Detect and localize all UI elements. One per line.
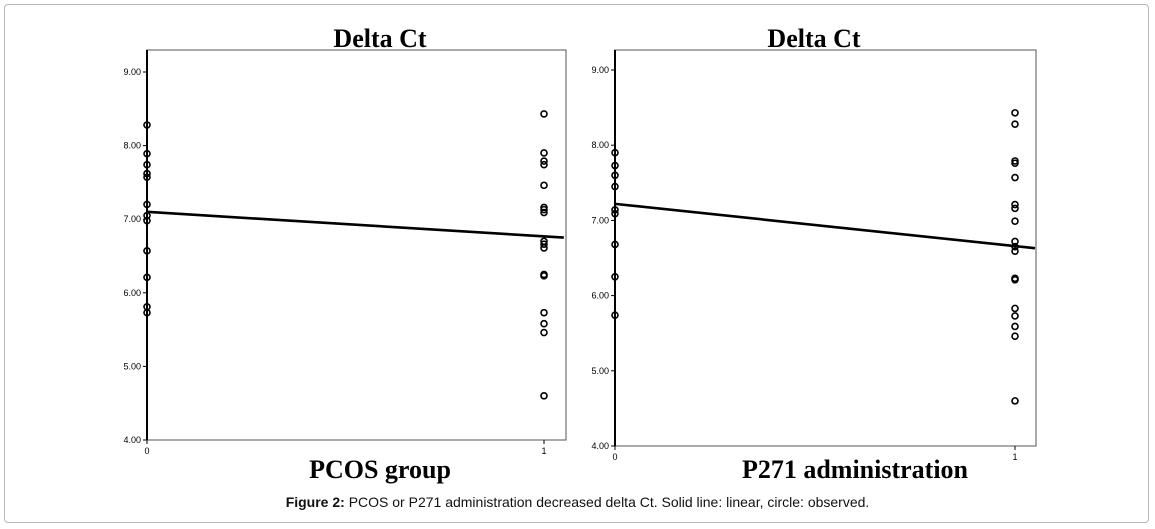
observed-point (143, 149, 151, 158)
y-tick-label: 6.00 (123, 288, 141, 298)
figure-caption: Figure 2: PCOS or P271 administration de… (0, 494, 1155, 510)
observed-point (143, 160, 151, 169)
y-tick-label: 5.00 (591, 366, 609, 376)
observed-point (1011, 304, 1019, 313)
x-tick-label: 0 (612, 452, 617, 462)
plot-area (146, 49, 567, 441)
observed-point (611, 240, 619, 249)
observed-point (540, 110, 548, 118)
observed-point (143, 169, 151, 178)
x-tick-label: 1 (541, 446, 546, 456)
y-tick-label: 8.00 (591, 140, 609, 150)
observed-point (611, 171, 619, 180)
observed-point (540, 205, 548, 214)
observed-point (1011, 173, 1019, 182)
observed-point (1011, 247, 1019, 256)
caption-label: Figure 2: (285, 494, 345, 510)
observed-point (540, 240, 548, 249)
y-tick-label: 7.00 (591, 215, 609, 225)
observed-point (1011, 217, 1019, 225)
caption-text: PCOS or P271 administration decreased de… (348, 494, 870, 510)
y-tick-label: 9.00 (591, 65, 609, 75)
observed-point (611, 272, 619, 281)
x-tick-label: 0 (144, 446, 149, 456)
observed-point (540, 308, 548, 317)
observed-point (1011, 159, 1019, 168)
observed-point (540, 157, 548, 165)
observed-point (540, 244, 548, 252)
y-tick-label: 4.00 (123, 435, 141, 445)
observed-point (143, 247, 151, 255)
observed-point (143, 273, 151, 282)
observed-point (611, 148, 619, 157)
observed-point (1011, 312, 1019, 320)
observed-point (611, 182, 619, 191)
y-tick-label: 7.00 (123, 214, 141, 224)
y-tick-label: 5.00 (123, 361, 141, 371)
observed-point (1011, 276, 1019, 284)
observed-point (1011, 204, 1019, 213)
observed-point (1011, 332, 1019, 341)
x-tick-label: 1 (1012, 452, 1017, 462)
chart-title: Delta Ct (767, 24, 860, 53)
linear-fit-line (146, 210, 564, 239)
observed-point (540, 392, 548, 400)
observed-point (540, 160, 548, 169)
observed-point (143, 173, 151, 182)
x-axis-label: P271 administration (742, 455, 969, 484)
observed-point (540, 319, 548, 328)
observed-point (1011, 200, 1019, 209)
observed-point (540, 272, 548, 280)
chart-panel-1: Delta Ct PCOS group 4.00 5.00 6.00 7.00 8.00 9.… (123, 24, 567, 484)
observed-point (540, 328, 548, 337)
chart-title: Delta Ct (333, 24, 426, 53)
observed-point (143, 308, 151, 317)
y-tick-label: 9.00 (123, 67, 141, 77)
observed-point (611, 209, 619, 218)
observed-point (143, 216, 151, 225)
observed-point (1011, 109, 1019, 117)
observed-point (611, 206, 619, 214)
x-axis-label: PCOS group (309, 455, 451, 484)
linear-fit-line (614, 202, 1036, 250)
y-tick-label: 6.00 (591, 291, 609, 301)
observed-point (611, 311, 619, 319)
observed-point (143, 121, 151, 129)
observed-point (540, 208, 548, 217)
chart-panel-2: Delta Ct P271 administration 4.00 5.00 6.00 7… (591, 24, 1037, 484)
plot-area (614, 49, 1037, 447)
figure-frame (4, 4, 1149, 523)
observed-point (1011, 322, 1019, 331)
observed-point (611, 161, 619, 170)
observed-point (540, 149, 548, 157)
y-tick-label: 8.00 (123, 141, 141, 151)
observed-point (1011, 120, 1019, 128)
y-tick-label: 4.00 (591, 441, 609, 451)
observed-point (540, 181, 548, 190)
observed-point (1011, 397, 1019, 405)
observed-point (143, 200, 151, 209)
